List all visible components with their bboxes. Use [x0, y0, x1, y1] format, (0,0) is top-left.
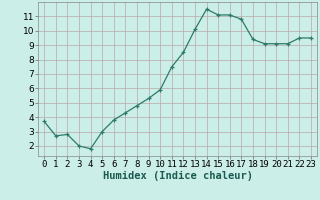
X-axis label: Humidex (Indice chaleur): Humidex (Indice chaleur)	[103, 171, 252, 181]
